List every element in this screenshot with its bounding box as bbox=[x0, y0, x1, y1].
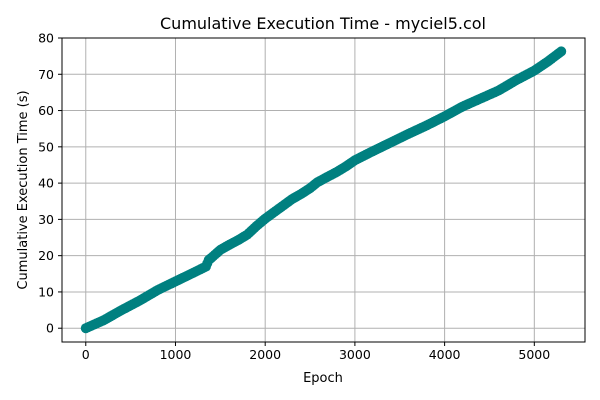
x-tick-label: 4000 bbox=[429, 347, 461, 362]
data-point bbox=[556, 46, 567, 57]
chart-series bbox=[80, 46, 567, 334]
y-tick-label: 50 bbox=[38, 139, 54, 154]
y-tick-label: 10 bbox=[38, 284, 54, 299]
x-tick-label: 5000 bbox=[518, 347, 550, 362]
x-tick-label: 0 bbox=[82, 347, 90, 362]
y-tick-label: 0 bbox=[46, 321, 54, 336]
chart-title: Cumulative Execution Time - myciel5.col bbox=[160, 14, 486, 33]
x-tick-label: 3000 bbox=[339, 347, 371, 362]
y-tick-label: 70 bbox=[38, 67, 54, 82]
x-tick-label: 1000 bbox=[160, 347, 192, 362]
y-axis-label: Cumulative Execution Time (s) bbox=[16, 90, 31, 289]
y-tick-label: 20 bbox=[38, 248, 54, 263]
y-tick-label: 60 bbox=[38, 103, 54, 118]
x-axis-label: Epoch bbox=[303, 371, 343, 386]
chart-ticks: 0 1000 2000 3000 4000 5000 0 10 20 30 40 50 60 70 80 bbox=[38, 31, 550, 363]
y-tick-label: 40 bbox=[38, 176, 54, 191]
x-tick-label: 2000 bbox=[249, 347, 281, 362]
y-tick-label: 80 bbox=[38, 31, 54, 46]
plot-frame bbox=[61, 37, 586, 343]
y-tick-label: 30 bbox=[38, 212, 54, 227]
